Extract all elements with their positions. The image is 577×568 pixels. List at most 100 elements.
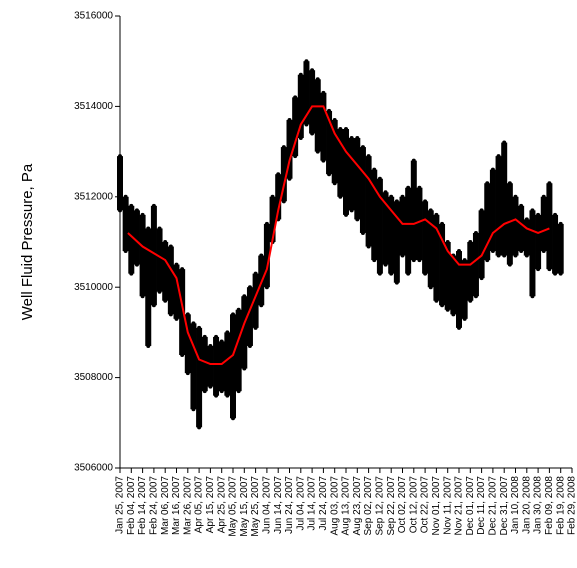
point: [214, 334, 219, 339]
x-tick-label: Apr 15, 2007: [205, 476, 216, 534]
point: [146, 343, 151, 348]
point: [338, 127, 343, 131]
point: [360, 145, 365, 150]
x-tick-label: Mar 16, 2007: [171, 476, 182, 535]
point: [231, 416, 235, 421]
point: [259, 303, 264, 308]
point-range: [450, 255, 457, 315]
point: [445, 240, 450, 244]
point: [264, 285, 269, 290]
point-range: [128, 205, 135, 274]
point: [507, 181, 512, 186]
point: [553, 271, 558, 276]
x-tick-label: Oct 22, 2007: [420, 476, 431, 534]
point: [123, 249, 128, 254]
x-tick-label: Jun 24, 2007: [284, 476, 295, 534]
point-range: [150, 205, 157, 306]
point: [123, 194, 128, 199]
point: [208, 343, 213, 348]
point: [264, 221, 269, 226]
point-range: [512, 196, 519, 256]
point: [338, 194, 343, 199]
point: [389, 194, 394, 199]
point: [304, 122, 309, 127]
point: [247, 343, 252, 348]
point-range: [173, 264, 180, 319]
point: [411, 258, 416, 263]
point: [536, 267, 541, 272]
point: [377, 176, 382, 181]
point: [129, 271, 134, 276]
point: [524, 217, 529, 222]
point-range: [133, 210, 140, 265]
point: [372, 258, 377, 263]
x-tick-label: Feb 19, 2008: [555, 476, 566, 535]
point: [163, 298, 168, 303]
point-range: [263, 223, 270, 288]
point: [558, 221, 563, 226]
point-range: [224, 332, 231, 396]
point: [377, 271, 382, 276]
point: [383, 262, 388, 267]
point: [473, 294, 478, 299]
point: [247, 285, 252, 290]
x-tick-label: Feb 09, 2008: [544, 476, 555, 535]
point: [490, 249, 495, 254]
point: [468, 240, 473, 244]
point: [242, 294, 247, 299]
y-tick-label: 3508000: [74, 372, 113, 383]
x-tick-label: Jan 30, 2008: [533, 476, 544, 534]
point-range: [275, 174, 282, 220]
point-range: [444, 242, 451, 310]
point: [157, 289, 162, 294]
x-tick-label: Jun 04, 2007: [262, 476, 273, 534]
point-range: [246, 287, 253, 346]
x-tick-label: Sep 02, 2007: [363, 476, 374, 536]
point-range: [495, 156, 502, 256]
point: [293, 95, 298, 100]
point-range: [201, 336, 208, 392]
x-tick-label: Feb 29, 2008: [567, 476, 577, 535]
x-tick-label: Jul 04, 2007: [295, 476, 306, 531]
point: [202, 389, 207, 394]
y-tick-label: 3514000: [74, 101, 113, 112]
y-tick-label: 3510000: [74, 282, 113, 293]
point: [360, 230, 365, 235]
point-range: [365, 156, 372, 247]
point-range: [235, 309, 242, 392]
point-range: [546, 183, 553, 270]
point-range: [179, 269, 186, 355]
x-tick-label: Mar 26, 2007: [182, 476, 193, 535]
point-range: [439, 223, 446, 306]
point: [423, 199, 428, 204]
point: [118, 208, 122, 213]
x-tick-label: Dec 21, 2007: [488, 476, 499, 536]
point-range: [122, 196, 129, 252]
point-range: [359, 147, 366, 233]
point-range: [292, 97, 299, 157]
x-tick-label: Jul 24, 2007: [318, 476, 329, 531]
y-tick-label: 3516000: [74, 11, 113, 22]
point: [327, 108, 332, 113]
point: [225, 393, 230, 398]
x-tick-label: Aug 03, 2007: [329, 476, 340, 536]
point: [344, 127, 348, 131]
point: [151, 303, 156, 308]
x-tick-label: Feb 04, 2007: [126, 476, 137, 535]
x-tick-label: Jan 20, 2008: [521, 476, 532, 534]
point: [485, 258, 490, 263]
point: [197, 425, 202, 430]
point-range: [286, 119, 293, 179]
x-tick-label: Oct 12, 2007: [408, 476, 419, 534]
point-range: [269, 196, 276, 242]
point: [298, 72, 303, 77]
point: [253, 271, 258, 276]
point-range: [139, 214, 146, 297]
point: [225, 330, 230, 335]
point-range: [489, 169, 496, 252]
point: [185, 312, 190, 317]
y-axis-label: Well Fluid Pressure, Pa: [19, 163, 36, 320]
point: [496, 154, 501, 159]
point: [428, 285, 433, 290]
x-tick-label: Nov 01, 2007: [431, 476, 442, 536]
